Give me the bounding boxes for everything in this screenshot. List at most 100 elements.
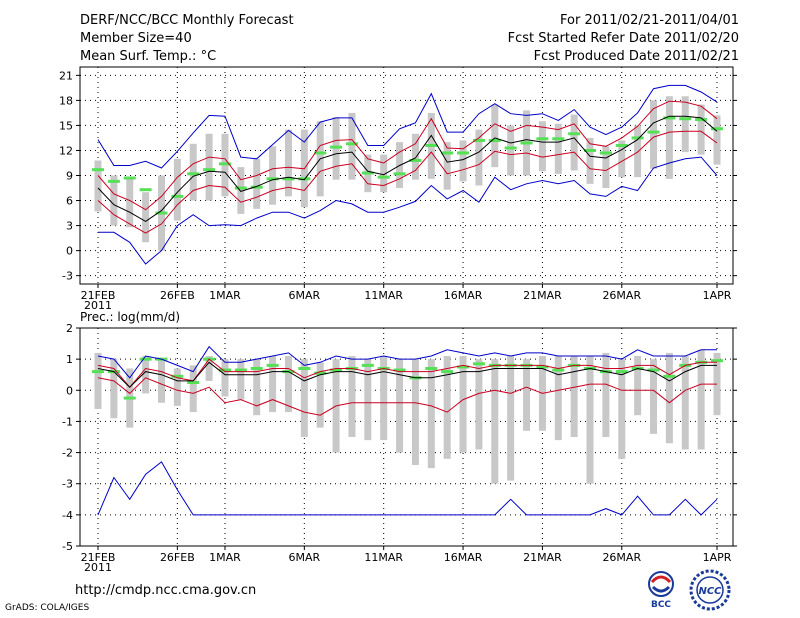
temperature-box-24 [459, 140, 467, 182]
temperature-box-12 [269, 146, 277, 205]
temperature-member-20 [393, 172, 406, 176]
precipitation-xtick-label-1: 26FEB [160, 551, 195, 564]
precipitation-box-4 [142, 356, 150, 394]
precipitation-box-30 [554, 356, 562, 441]
temperature-box-34 [618, 140, 626, 178]
temperature-box-33 [602, 146, 610, 189]
temperature-box-40 [713, 115, 721, 165]
precipitation-member-29 [536, 365, 549, 369]
precipitation-member-10 [234, 368, 247, 372]
ncc-logo-text: NCC [698, 586, 722, 597]
precipitation-box-19 [380, 356, 388, 441]
temperature-member-8 [203, 168, 216, 172]
temperature-member-27 [504, 146, 517, 150]
precipitation-xtick-sublabel-0: 2011 [84, 561, 112, 574]
precipitation-member-36 [647, 368, 660, 372]
temperature-member-16 [330, 145, 343, 149]
precipitation-box-8 [205, 356, 213, 381]
temperature-member-28 [520, 141, 533, 145]
temperature-member-18 [361, 171, 374, 175]
temperature-member-33 [599, 151, 612, 155]
precipitation-box-14 [300, 359, 308, 437]
precipitation-std_lower-line [97, 377, 717, 416]
produced-date: Fcst Produced Date 2011/02/21 [533, 49, 739, 64]
ncc-logo: NCC [688, 568, 732, 616]
temperature-member-37 [663, 116, 676, 120]
precipitation-member-14 [298, 366, 311, 370]
temperature-member-1 [92, 168, 104, 172]
precipitation-box-33 [602, 352, 610, 437]
precip-ylabel: Prec.: log(mm/d) [80, 310, 181, 324]
temperature-member-24 [457, 151, 470, 155]
temperature-box-21 [411, 133, 419, 180]
precipitation-member-11 [250, 366, 263, 370]
precipitation-box-28 [523, 359, 531, 431]
temperature-box-17 [348, 112, 356, 180]
precipitation-box-17 [348, 356, 356, 437]
temperature-member-17 [345, 142, 358, 146]
temperature-box-11 [253, 158, 261, 209]
temperature-box-8 [205, 133, 213, 201]
temperature-member-30 [552, 137, 565, 141]
temperature-member-25 [472, 138, 485, 142]
temperature-mean-line [97, 115, 718, 222]
source-url[interactable]: http://cmdp.ncc.cma.gov.cn [75, 583, 257, 598]
precipitation-ytick-label-5: 0 [66, 384, 73, 397]
temperature-box-31 [570, 114, 578, 171]
precipitation-box-24 [459, 356, 467, 453]
temperature-box-36 [650, 100, 658, 169]
precipitation-box-21 [411, 359, 419, 466]
temperature-member-21 [409, 158, 422, 162]
precipitation-box-5 [157, 359, 165, 403]
precipitation-box-7 [189, 365, 197, 413]
temperature-member-6 [171, 194, 184, 198]
precipitation-box-18 [364, 359, 372, 441]
temperature-member-9 [218, 162, 231, 166]
precipitation-box-39 [697, 349, 705, 450]
precipitation-ytick-label-4: -1 [62, 415, 73, 428]
temperature-box-27 [507, 125, 515, 176]
temperature-xtick-label-4: 11MAR [364, 289, 403, 302]
precipitation-xtick-label-2: 1MAR [209, 551, 241, 564]
precipitation-member-34 [615, 370, 628, 374]
variable-label: Mean Surf. Temp.: °C [80, 49, 217, 64]
temperature-member-36 [647, 130, 660, 134]
precipitation-max-line [97, 345, 717, 379]
precipitation-member-40 [711, 359, 723, 363]
temperature-max-line [97, 84, 718, 169]
precipitation-xtick-label-5: 16MAR [444, 551, 483, 564]
forecast-period: For 2011/02/21-2011/04/01 [560, 13, 739, 28]
precipitation-member-25 [472, 362, 485, 366]
temperature-ytick-label-1: 0 [66, 245, 73, 258]
precipitation-member-4 [139, 357, 152, 361]
temperature-member-11 [250, 185, 263, 189]
temperature-ytick-label-8: 21 [59, 69, 73, 82]
precipitation-box-6 [173, 368, 181, 406]
temperature-ytick-label-2: 3 [66, 220, 73, 233]
temperature-box-39 [697, 104, 705, 155]
temperature-member-7 [187, 172, 200, 176]
temperature-member-39 [695, 118, 708, 122]
precipitation-member-1 [92, 370, 104, 374]
precipitation-min-line [97, 461, 718, 516]
temperature-ytick-label-3: 6 [66, 195, 73, 208]
precipitation-box-23 [443, 356, 451, 459]
temperature-member-2 [107, 179, 120, 183]
precipitation-member-37 [663, 374, 676, 378]
temperature-xtick-label-6: 21MAR [523, 289, 562, 302]
temperature-box-38 [681, 96, 689, 153]
temperature-member-32 [584, 148, 597, 152]
temperature-member-26 [488, 138, 501, 142]
precipitation-member-18 [361, 363, 374, 367]
precipitation-ytick-label-6: 1 [66, 353, 73, 366]
precipitation-xtick-label-7: 26MAR [602, 551, 641, 564]
temperature-ytick-label-6: 15 [59, 119, 73, 132]
precipitation-member-16 [330, 368, 343, 372]
precipitation-member-23 [441, 370, 454, 374]
temperature-member-38 [679, 117, 692, 121]
precipitation-member-24 [457, 365, 470, 369]
temperature-member-23 [441, 151, 454, 155]
temperature-member-15 [314, 151, 327, 155]
precipitation-box-9 [221, 359, 229, 397]
